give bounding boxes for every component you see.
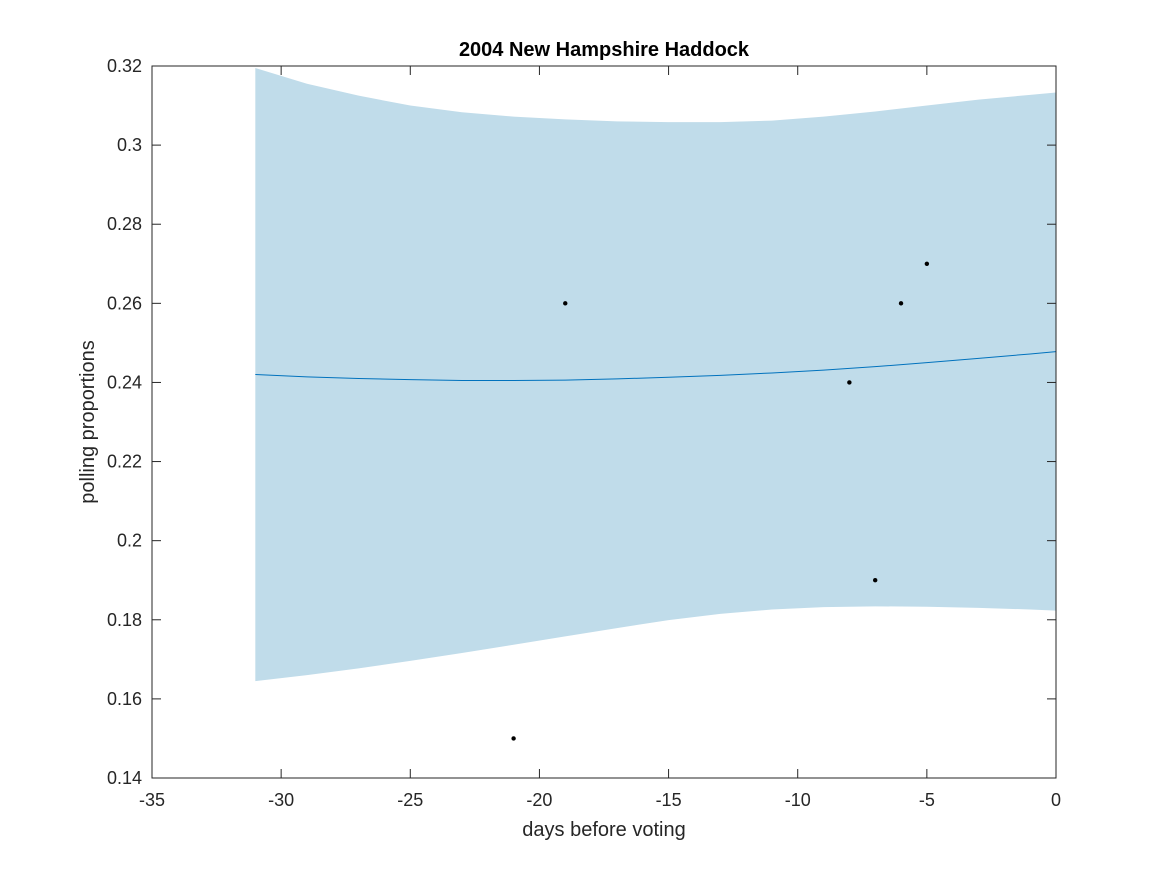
confidence-band-layer <box>255 67 1056 682</box>
poll-point <box>563 301 568 306</box>
x-axis-label: days before voting <box>522 819 685 841</box>
y-tick-label: 0.22 <box>107 452 142 472</box>
y-axis-label: polling proportions <box>77 340 99 503</box>
y-tick-label: 0.24 <box>107 372 142 392</box>
x-tick-label: -30 <box>268 790 294 810</box>
poll-point <box>511 736 516 741</box>
x-tick-label: -20 <box>526 790 552 810</box>
y-tick-label: 0.28 <box>107 214 142 234</box>
y-tick-label: 0.26 <box>107 293 142 313</box>
y-tick-label: 0.16 <box>107 689 142 709</box>
poll-point <box>847 380 852 385</box>
y-tick-label: 0.18 <box>107 610 142 630</box>
confidence-band <box>255 67 1056 682</box>
poll-point <box>898 301 904 306</box>
x-tick-label: -10 <box>785 790 811 810</box>
y-tick-label: 0.3 <box>117 135 142 155</box>
trend-line <box>255 351 1057 381</box>
poll-point <box>924 261 930 266</box>
y-tick-label: 0.14 <box>107 768 142 788</box>
x-tick-label: -15 <box>656 790 682 810</box>
x-axis-ticks: -35 -30 -25 -20 -15 -10 -5 0 <box>139 66 1061 810</box>
x-tick-label: -5 <box>919 790 935 810</box>
poll-points-layer <box>511 261 930 741</box>
y-tick-label: 0.32 <box>107 56 142 76</box>
chart-title: 2004 New Hampshire Haddock <box>459 39 750 61</box>
x-tick-label: -25 <box>397 790 423 810</box>
y-tick-label: 0.2 <box>117 531 142 551</box>
plot-frame <box>151 65 1057 779</box>
poll-point <box>873 578 878 583</box>
x-tick-label: 0 <box>1051 790 1061 810</box>
trend-line-layer <box>255 351 1057 381</box>
y-axis-ticks: 0.14 0.16 0.18 0.2 0.22 0.24 0.26 0.28 0.3 0.32 <box>107 56 1056 788</box>
x-tick-label: -35 <box>139 790 165 810</box>
